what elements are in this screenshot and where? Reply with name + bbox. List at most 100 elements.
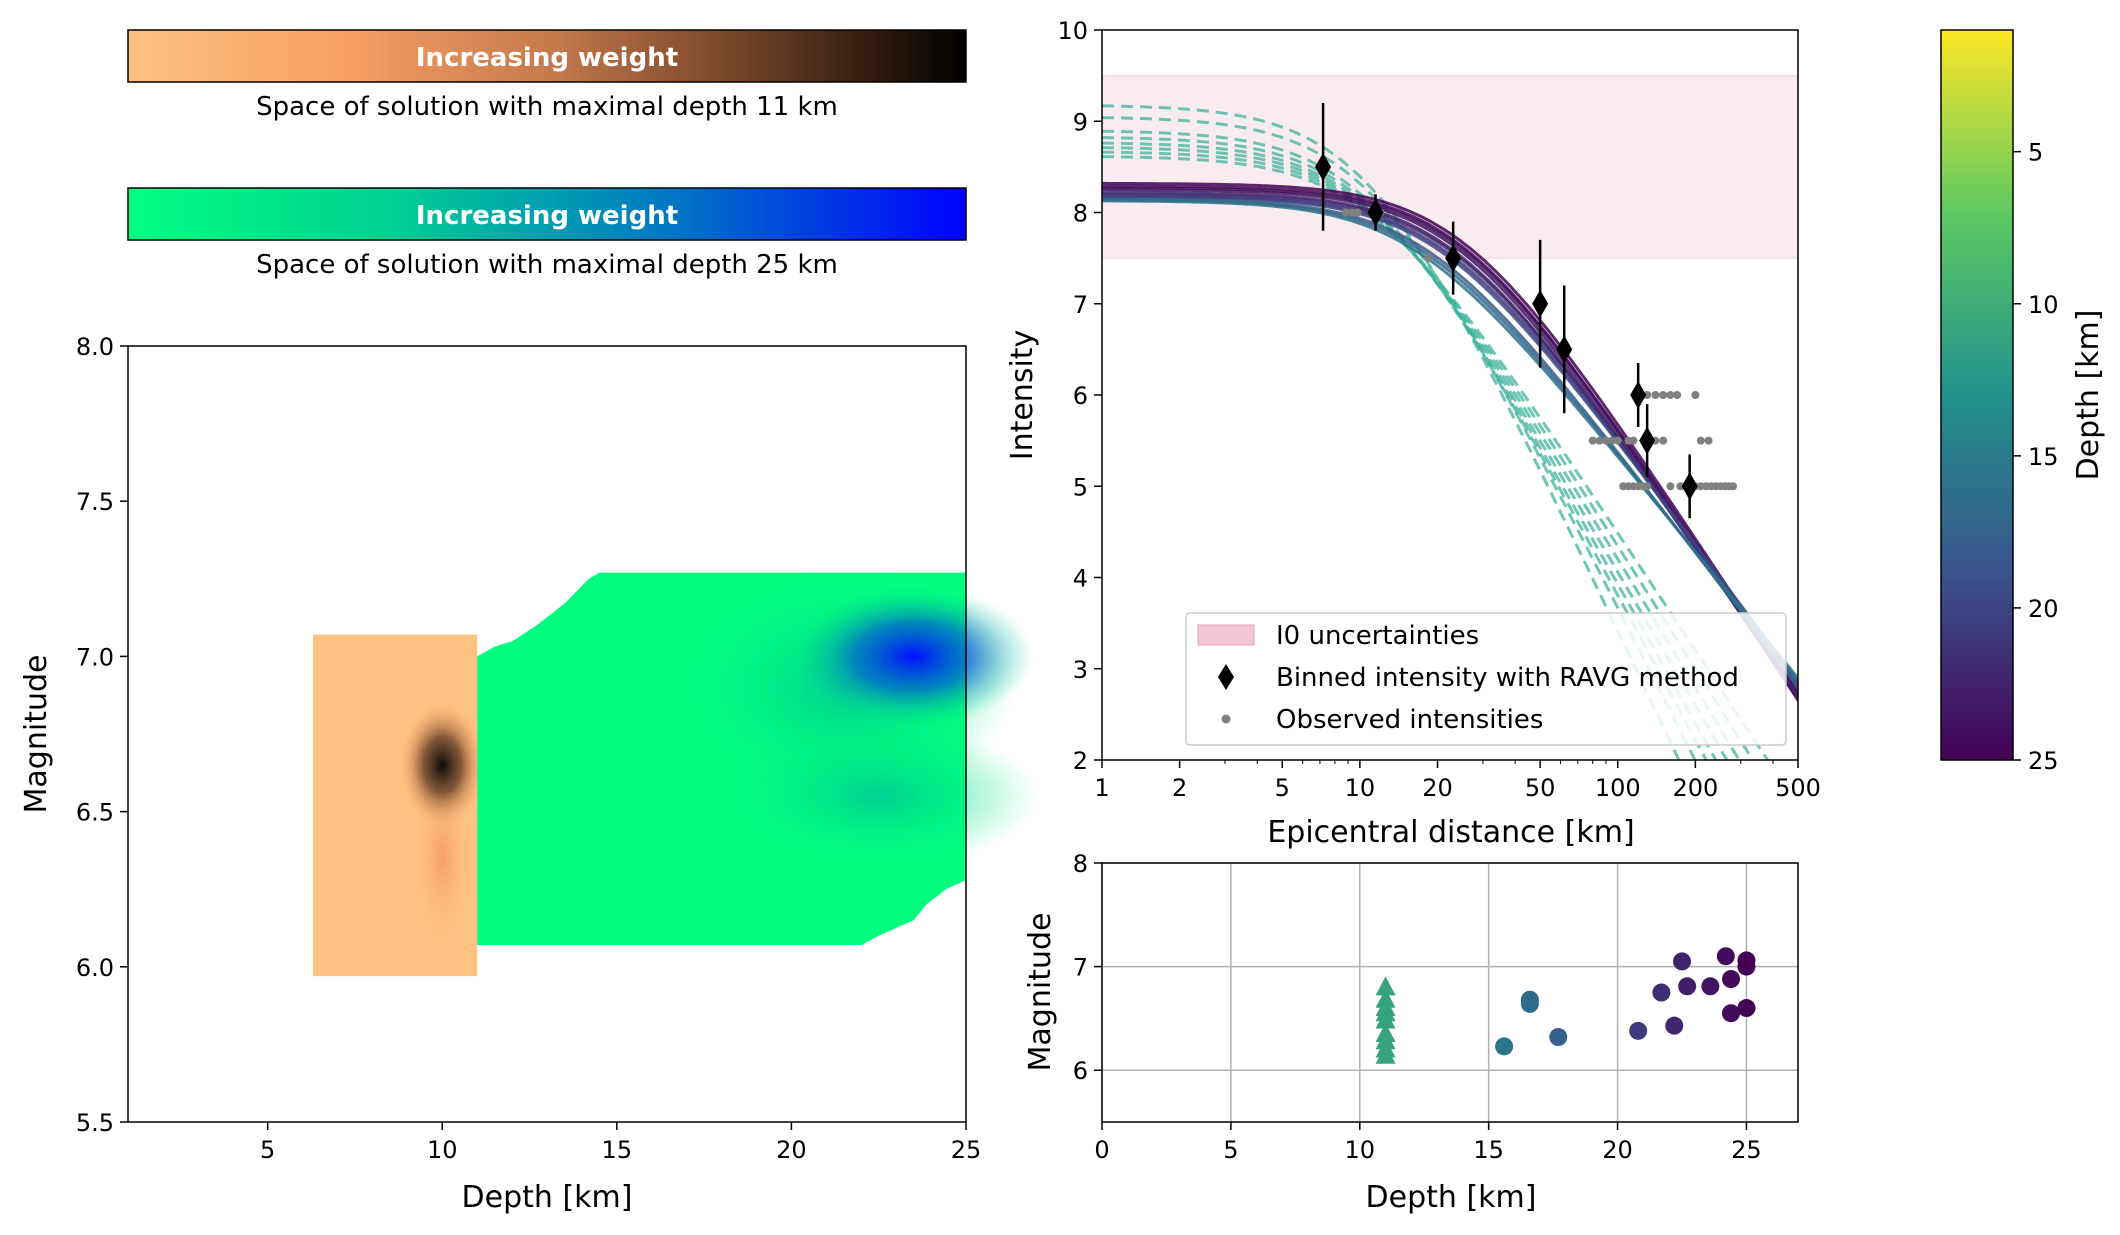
scatter-circle-point (1716, 947, 1735, 966)
scatter-circle-point (1520, 994, 1539, 1013)
scatter-x-axis-label: Depth [km] (1366, 1180, 1537, 1215)
i0-uncertainty-band (1102, 75, 1798, 259)
observed-intensity-point (1347, 208, 1356, 217)
observed-intensity-point (1595, 436, 1604, 445)
orange-colorbar-caption: Space of solution with maximal depth 11 … (256, 92, 838, 122)
observed-intensity-point (1643, 482, 1652, 491)
scatter-x-tick-label: 25 (1731, 1136, 1762, 1164)
intensity-y-tick-label: 6 (1073, 382, 1088, 410)
scatter-circle-point (1665, 1016, 1684, 1035)
scatter-circle-point (1737, 957, 1756, 976)
orange-colorbar-label: Increasing weight (416, 43, 678, 73)
scatter-y-tick-label: 7 (1073, 954, 1088, 982)
ipe-curve-solid (1102, 195, 1798, 685)
heatmap-panel: 5 10 15 20 25 5.5 6.0 6.5 7.0 7.5 8.0 Depth [km] M… (19, 333, 1039, 1215)
scatter-x-tick-label: 10 (1345, 1136, 1376, 1164)
legend-marker-observed (1221, 714, 1231, 724)
heatmap-y-axis-label: Magnitude (19, 655, 54, 814)
heatmap-y-tick-label: 7.0 (76, 643, 114, 671)
intensity-plot-area (1102, 75, 1798, 760)
depth-colorbar-tick-label: 10 (2028, 291, 2059, 319)
legend-label-observed: Observed intensities (1276, 705, 1543, 735)
intensity-y-tick-label: 10 (1057, 17, 1088, 45)
scatter-circle-point (1549, 1028, 1568, 1047)
green-gradient-bar (127, 187, 967, 241)
binned-intensity-marker (1532, 289, 1549, 318)
intensity-y-tick-label: 9 (1073, 108, 1088, 136)
depth-colorbar-tick-label: 20 (2028, 595, 2059, 623)
intensity-x-tick-label: 500 (1775, 774, 1821, 802)
ipe-curve-solid (1102, 199, 1798, 681)
green-weight-colorbar: Increasing weight Space of solution with… (127, 187, 967, 280)
binned-intensity-marker (1556, 335, 1573, 364)
heatmap-y-tick-label: 6.0 (76, 954, 114, 982)
heatmap-y-tick-label: 5.5 (76, 1109, 114, 1137)
heatmap-x-axis-label: Depth [km] (462, 1180, 633, 1215)
scatter-circle-point (1495, 1037, 1514, 1056)
depth-colorbar-label: Depth [km] (2071, 310, 2106, 481)
observed-intensity-point (1424, 254, 1433, 263)
intensity-y-tick-label: 5 (1073, 473, 1088, 501)
intensity-x-tick-label: 50 (1525, 774, 1556, 802)
observed-intensity-point (1704, 436, 1713, 445)
scatter-y-axis-label: Magnitude (1023, 913, 1058, 1072)
heatmap-x-tick-label: 20 (776, 1136, 807, 1164)
scatter-triangle-point (1375, 1009, 1396, 1029)
scatter-circle-point (1701, 977, 1720, 996)
depth-colorbar-ticks: 5 10 15 20 25 (2013, 139, 2059, 775)
observed-intensity-point (1659, 436, 1668, 445)
scatter-frame (1101, 862, 1799, 1123)
heatmap-y-tick-label: 8.0 (76, 333, 114, 361)
heatmap-x-tick-label: 5 (260, 1136, 275, 1164)
intensity-y-axis-label: Intensity (1005, 330, 1040, 461)
heatmap-y-tick-label: 6.5 (76, 799, 114, 827)
scatter-triangle-point (1375, 1044, 1396, 1064)
scatter-circle-point (1629, 1021, 1648, 1040)
scatter-plot-area (1101, 862, 1798, 1122)
binned-intensity-marker (1639, 426, 1656, 455)
legend-swatch-i0-band (1197, 624, 1255, 646)
depth-colorbar-tick-label: 25 (2028, 747, 2059, 775)
observed-intensity-point (1666, 482, 1675, 491)
heatmap-axes: 5 10 15 20 25 5.5 6.0 6.5 7.0 7.5 8.0 (76, 333, 981, 1164)
legend-marker-binned (1218, 664, 1234, 690)
green-colorbar-label: Increasing weight (416, 201, 678, 231)
ipe-curve-dashed (1102, 129, 1708, 760)
observed-intensity-point (1643, 391, 1652, 399)
green-low-weight (718, 726, 1039, 867)
observed-intensity-point (1676, 482, 1685, 491)
scatter-circle-point (1737, 999, 1756, 1018)
scatter-circle-point (1673, 952, 1691, 971)
binned-intensity-marker (1367, 198, 1384, 227)
scatter-circle-point (1678, 977, 1697, 996)
intensity-y-tick-label: 8 (1073, 200, 1088, 228)
depth-colorbar-tick-label: 15 (2028, 443, 2059, 471)
intensity-x-tick-label: 2 (1172, 774, 1187, 802)
intensity-x-tick-label: 10 (1345, 774, 1376, 802)
heatmap-regions (313, 567, 1039, 977)
ipe-curve-solid (1102, 181, 1798, 697)
observed-intensity-point (1629, 436, 1638, 445)
scatter-y-tick-label: 6 (1073, 1057, 1088, 1085)
observed-intensity-point (1729, 482, 1738, 491)
legend-label-i0: I0 uncertainties (1276, 621, 1479, 651)
legend-label-binned: Binned intensity with RAVG method (1276, 663, 1739, 693)
intensity-y-tick-label: 4 (1073, 565, 1088, 593)
scatter-x-tick-label: 0 (1094, 1136, 1109, 1164)
scatter-triangle-point (1375, 976, 1396, 996)
intensity-x-axis-label: Epicentral distance [km] (1267, 815, 1634, 850)
intensity-x-tick-label: 1 (1094, 774, 1109, 802)
heatmap-y-tick-label: 7.5 (76, 488, 114, 516)
green-max-weight (793, 586, 1034, 727)
intensity-x-tick-label: 200 (1672, 774, 1718, 802)
intensity-y-tick-label: 3 (1073, 656, 1088, 684)
scatter-y-tick-label: 8 (1073, 850, 1088, 878)
orange-gradient-bar (127, 29, 967, 83)
binned-intensity-marker (1445, 244, 1462, 273)
binned-intensity-marker (1315, 152, 1332, 181)
scatter-circle-point (1721, 1004, 1740, 1023)
